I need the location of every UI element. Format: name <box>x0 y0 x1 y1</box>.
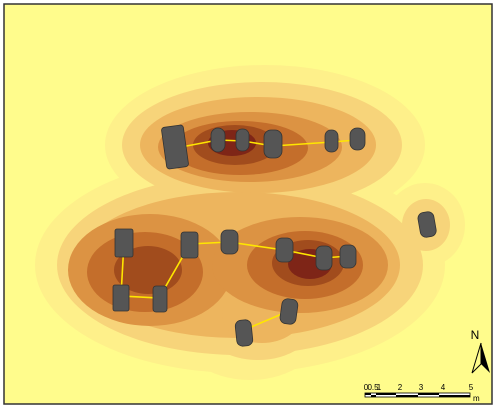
stone-south-10 <box>234 319 254 347</box>
scale-tick-label: 2 <box>398 383 403 392</box>
stone-south-6 <box>275 237 294 263</box>
scale-tick-label: 3 <box>419 383 424 392</box>
stone-south-4 <box>180 231 199 259</box>
north-arrow-right-half <box>481 343 490 373</box>
scale-tick-labels: 0 0.51 2 3 4 5 <box>364 383 474 392</box>
stone-north-3 <box>235 128 250 152</box>
stone-south-5 <box>220 229 239 255</box>
stone-south-7 <box>315 245 333 271</box>
stone-south-2 <box>112 284 130 312</box>
stone-north-5 <box>324 129 339 153</box>
stone-north-1 <box>161 124 189 170</box>
scale-tick-label: 4 <box>441 383 446 392</box>
scale-tick-label: 0 <box>364 383 369 392</box>
north-arrow: N <box>471 328 490 374</box>
stone-south-3 <box>152 285 168 313</box>
scale-tick-label: 0.5 <box>367 383 379 392</box>
north-label: N <box>471 328 480 342</box>
stone-north-6 <box>349 127 366 151</box>
stone-north-2 <box>210 127 226 153</box>
stone-south-8 <box>339 244 357 269</box>
scale-tick-label: 1 <box>377 383 382 392</box>
stones <box>112 124 437 347</box>
density-surface <box>35 65 465 380</box>
stone-south-1 <box>114 228 134 258</box>
scale-tick-label: 5 <box>469 383 474 392</box>
map-border <box>3 3 493 405</box>
scale-unit: m <box>473 394 480 403</box>
scale-bar: 0 0.51 2 3 4 5 m <box>364 383 480 403</box>
scale-bar-segments <box>364 392 471 398</box>
stone-south-9 <box>279 298 299 325</box>
stone-east-isolated <box>417 211 437 238</box>
stone-north-4 <box>263 129 283 159</box>
